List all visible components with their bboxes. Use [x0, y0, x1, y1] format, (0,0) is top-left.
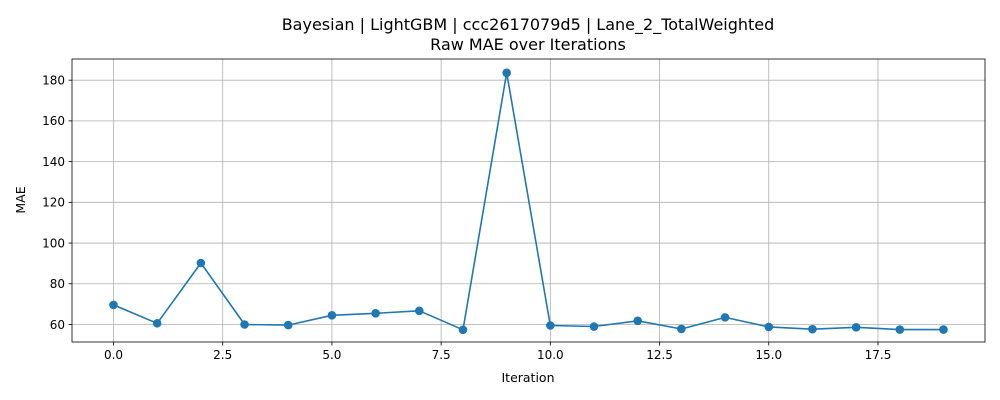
data-point — [371, 308, 380, 318]
y-tick-label: 180 — [42, 73, 65, 87]
data-point — [764, 322, 774, 332]
y-tick-label: 140 — [42, 155, 65, 169]
data-point — [196, 258, 206, 268]
data-point — [939, 325, 948, 334]
data-point — [414, 306, 424, 316]
chart-subtitle: Raw MAE over Iterations — [430, 35, 626, 54]
x-tick-label: 12.5 — [646, 348, 673, 362]
data-point — [240, 320, 249, 329]
data-point — [720, 313, 730, 322]
data-point — [502, 68, 511, 78]
y-tick-label: 160 — [42, 114, 65, 128]
y-tick-label: 120 — [42, 196, 65, 210]
data-point — [895, 325, 905, 334]
data-point — [808, 324, 817, 334]
plot-area — [109, 68, 948, 335]
data-point — [851, 323, 861, 332]
grid — [72, 59, 985, 342]
x-tick-label: 2.5 — [213, 348, 232, 362]
plot-frame — [71, 58, 986, 343]
y-axis-ticks: 60 80 100 120 140 160 180 — [42, 73, 72, 332]
x-tick-label: 7.5 — [432, 348, 451, 362]
data-point — [327, 311, 337, 320]
x-tick-label: 10.0 — [537, 348, 564, 362]
y-tick-label: 100 — [42, 236, 65, 250]
x-tick-label: 17.5 — [865, 348, 892, 362]
data-point — [458, 325, 468, 335]
data-point — [109, 300, 118, 310]
x-axis-label: Iteration — [501, 370, 554, 385]
x-axis-ticks: 0.0 2.5 5.0 7.5 10.0 12.5 15.0 17.5 — [104, 342, 891, 362]
data-point — [677, 324, 686, 334]
series-line — [113, 72, 944, 331]
y-tick-label: 80 — [50, 277, 65, 291]
chart-title: Bayesian | LightGBM | ccc2617079d5 | Lan… — [282, 15, 775, 35]
data-point — [152, 318, 162, 328]
x-tick-label: 5.0 — [322, 348, 341, 362]
data-point — [589, 322, 599, 331]
data-point — [546, 321, 555, 330]
data-point — [283, 320, 293, 330]
y-axis-label: MAE — [13, 186, 28, 213]
y-tick-label: 60 — [50, 318, 65, 332]
x-tick-label: 15.0 — [755, 348, 782, 362]
x-tick-label: 0.0 — [104, 348, 123, 362]
data-point — [633, 316, 643, 326]
